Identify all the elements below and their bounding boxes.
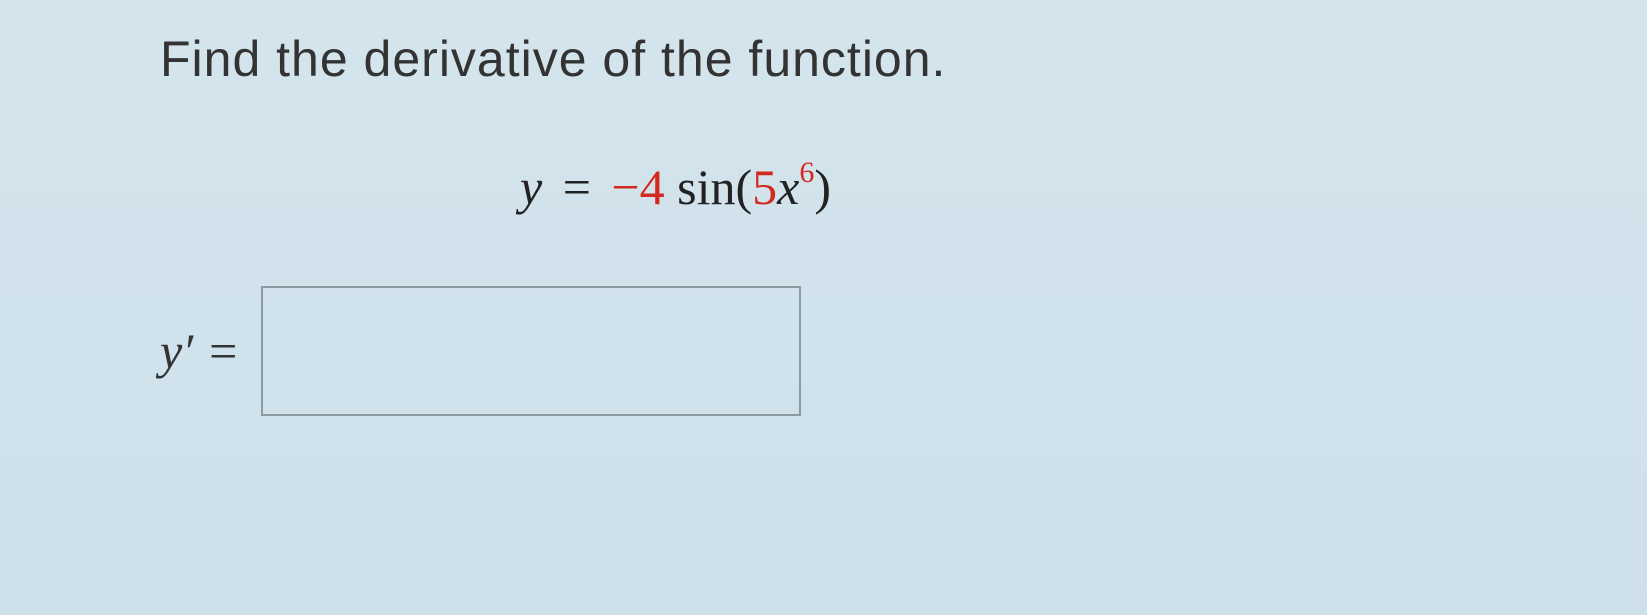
question-prompt: Find the derivative of the function.	[160, 30, 1647, 88]
equation-inner-coeff: 5	[752, 159, 777, 215]
equation-open-paren: (	[735, 159, 752, 215]
answer-equals: =	[209, 322, 237, 380]
equation-lhs-var: y	[520, 159, 542, 215]
equation-coefficient: −4	[611, 159, 664, 215]
derivative-input[interactable]	[261, 286, 801, 416]
equation-display: y = −4 sin(5x6)	[520, 158, 1647, 216]
answer-row: y′ =	[160, 286, 1647, 416]
equation-equals: =	[563, 159, 591, 215]
equation-inner-var: x	[777, 159, 799, 215]
answer-var: y	[160, 323, 182, 379]
equation-function: sin	[677, 159, 735, 215]
answer-prime: ′	[182, 323, 193, 379]
equation-exponent: 6	[799, 156, 814, 189]
answer-label: y′	[160, 322, 193, 380]
equation-close-paren: )	[814, 159, 831, 215]
